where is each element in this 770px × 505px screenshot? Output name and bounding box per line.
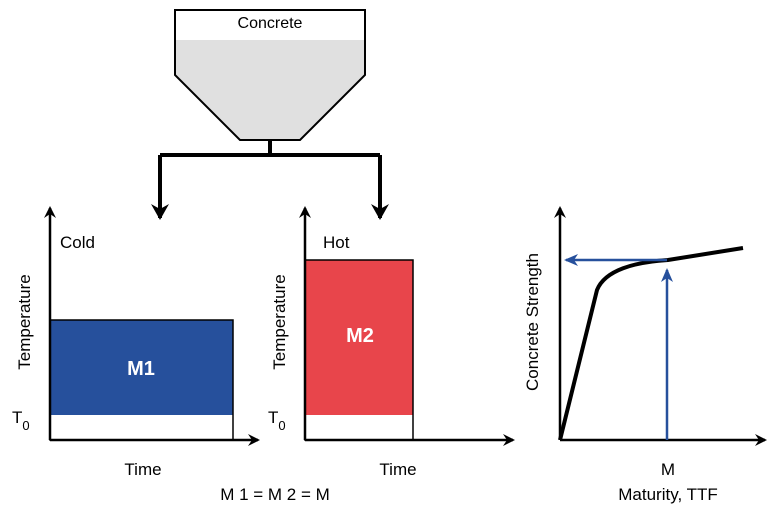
strength-maturity-chart: Concrete Strength M Maturity, TTF	[523, 206, 767, 504]
maturity-equation: M 1 = M 2 = M	[220, 485, 330, 504]
maturity-tick-m: M	[661, 460, 675, 479]
cold-y-axis-label: Temperature	[15, 274, 34, 369]
m1-label: M1	[127, 358, 155, 380]
strength-y-axis-label: Concrete Strength	[523, 253, 542, 391]
cold-t0-label: T0	[12, 408, 30, 433]
hot-y-axis-label: Temperature	[270, 274, 289, 369]
maturity-x-axis-label: Maturity, TTF	[618, 485, 718, 504]
hot-label: Hot	[323, 233, 350, 252]
m1-block	[50, 320, 233, 415]
hopper-label: Concrete	[238, 15, 303, 32]
cold-label: Cold	[60, 233, 95, 252]
cold-panel: Cold M1 Temperature Time T0	[12, 206, 260, 479]
split-arrows	[151, 140, 389, 220]
concrete-hopper: Concrete	[174, 9, 366, 141]
m2-block	[305, 260, 413, 415]
hot-panel: Hot M2 Temperature Time T0	[268, 206, 515, 479]
m2-label: M2	[346, 325, 374, 347]
cold-x-axis-label: Time	[124, 460, 161, 479]
strength-curve	[558, 246, 744, 441]
hot-t0-label: T0	[268, 408, 286, 433]
hot-x-axis-label: Time	[379, 460, 416, 479]
